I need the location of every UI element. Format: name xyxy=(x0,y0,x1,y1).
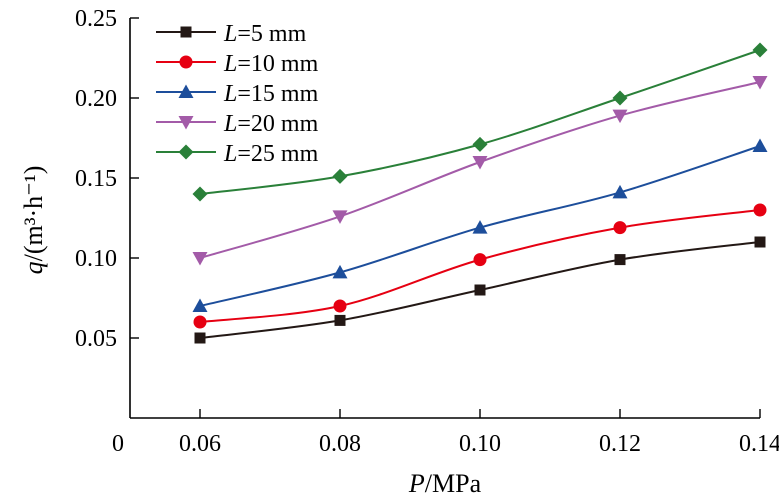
y-axis-label-italic: q xyxy=(19,261,48,274)
data-point-series-5 xyxy=(752,42,768,58)
y-tick-label: 0.15 xyxy=(75,166,117,192)
data-point-series-3 xyxy=(612,184,628,199)
data-point-series-2 xyxy=(613,221,627,235)
data-point-series-1 xyxy=(194,332,206,344)
legend-marker xyxy=(178,84,194,98)
data-point-series-2 xyxy=(753,203,767,217)
data-point-series-3 xyxy=(752,138,768,152)
legend-marker xyxy=(180,26,192,38)
data-point-series-1 xyxy=(754,236,766,248)
legend-marker xyxy=(179,55,193,69)
data-point-series-1 xyxy=(614,254,626,266)
data-point-series-4 xyxy=(192,252,208,266)
y-tick-label: 0.20 xyxy=(75,86,117,112)
y-tick-label: 0.25 xyxy=(75,6,117,32)
x-tick-label: 0.14 xyxy=(739,431,779,457)
data-point-series-5 xyxy=(472,136,488,152)
data-point-series-5 xyxy=(192,186,208,202)
axes xyxy=(129,18,760,419)
data-point-series-2 xyxy=(333,299,347,313)
ticks: 0.06 0.08 0.10 0.12 0.14 0.05 0.10 0.15 0.20 0.25 xyxy=(75,6,779,457)
data-point-series-2 xyxy=(473,253,487,267)
legend-marker xyxy=(178,144,194,160)
legend-label: L=20 mm xyxy=(223,111,319,137)
data-point-series-3 xyxy=(332,264,348,279)
x-tick-label: 0.10 xyxy=(459,431,501,457)
legend: L=5 mm L=10 mm L=15 mm L=20 mm L=25 mm xyxy=(156,21,319,167)
plot-frame xyxy=(129,18,760,419)
x-axis-label-rest: /MPa xyxy=(425,469,482,498)
y-axis-label-rest: /(m³·h⁻¹) xyxy=(19,166,48,262)
legend-label: L=10 mm xyxy=(223,51,319,77)
data-point-series-4 xyxy=(472,156,488,170)
x-axis-label-italic: P xyxy=(408,469,425,498)
x-tick-label: 0.12 xyxy=(599,431,641,457)
x-axis-label: P/MPa xyxy=(408,469,482,498)
legend-label: L=25 mm xyxy=(223,141,319,167)
x-tick-label: 0.08 xyxy=(319,431,361,457)
data-point-series-4 xyxy=(612,109,628,124)
y-axis-label: q/(m³·h⁻¹) xyxy=(19,166,48,275)
data-point-series-3 xyxy=(472,220,488,234)
y-tick-label: 0.05 xyxy=(75,326,117,352)
y-tick-label: 0.10 xyxy=(75,246,117,272)
legend-label: L=5 mm xyxy=(223,21,307,47)
data-point-series-1 xyxy=(334,314,346,326)
legend-marker xyxy=(178,116,194,130)
data-point-series-5 xyxy=(332,168,348,184)
x-tick-label: 0.06 xyxy=(179,431,221,457)
data-point-series-2 xyxy=(193,315,207,329)
data-point-series-1 xyxy=(474,284,486,296)
data-point-series-5 xyxy=(612,90,628,106)
data-point-series-4 xyxy=(332,210,348,224)
series-markers xyxy=(192,42,768,344)
data-point-series-4 xyxy=(752,76,768,90)
data-point-series-3 xyxy=(192,298,208,312)
origin-label: 0 xyxy=(112,431,124,457)
legend-label: L=15 mm xyxy=(223,81,319,107)
